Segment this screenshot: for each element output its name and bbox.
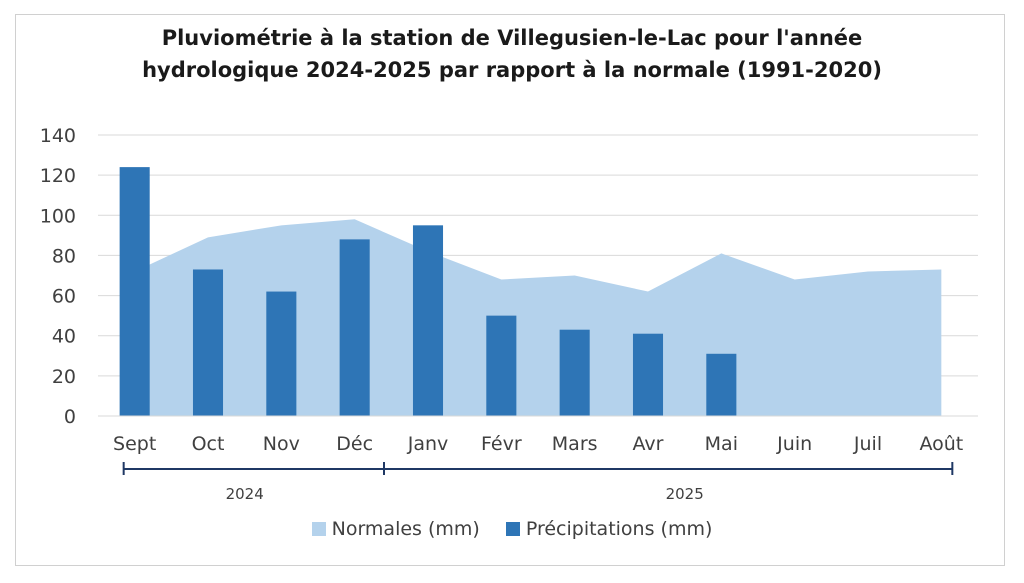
- y-tick-label: 20: [52, 366, 76, 388]
- x-tick-label: Mars: [552, 433, 598, 455]
- precipitation-bar: [632, 333, 664, 416]
- precipitation-bar: [486, 315, 517, 416]
- y-tick-label: 120: [40, 165, 76, 187]
- legend-swatch-normales: [311, 522, 326, 536]
- legend-item-normales: Normales (mm): [311, 518, 480, 540]
- chart-title-line-2: hydrologique 2024-2025 par rapport à la …: [142, 58, 882, 82]
- legend-label-normales: Normales (mm): [331, 518, 480, 540]
- chart-title-line-1: Pluviométrie à la station de Villegusien…: [161, 26, 863, 50]
- x-tick-label: Févr: [481, 433, 522, 455]
- legend-item-precipitations: Précipitations (mm): [505, 518, 713, 540]
- chart-legend: Normales (mm) Précipitations (mm): [0, 518, 1024, 540]
- x-tick-label: Nov: [263, 433, 300, 455]
- x-tick-label: Janv: [407, 433, 449, 455]
- normales-area: [134, 219, 942, 416]
- year-group-label: 2025: [666, 485, 704, 503]
- precipitation-bar: [412, 225, 444, 416]
- precipitation-bar: [559, 329, 590, 416]
- x-tick-label: Août: [919, 433, 963, 455]
- legend-swatch-precipitations: [505, 522, 520, 536]
- x-tick-label: Sept: [113, 433, 156, 455]
- x-tick-label: Avr: [633, 433, 664, 455]
- y-tick-label: 0: [64, 406, 76, 428]
- x-tick-label: Juin: [776, 433, 812, 455]
- precipitation-bar: [119, 167, 150, 416]
- y-tick-label: 100: [40, 205, 76, 227]
- precipitation-bar: [192, 269, 224, 416]
- year-group-label: 2024: [226, 485, 264, 503]
- y-tick-label: 140: [40, 125, 76, 147]
- x-tick-label: Déc: [336, 433, 373, 455]
- x-tick-label: Juil: [853, 433, 882, 455]
- precipitation-bar: [706, 353, 737, 416]
- precipitation-bar: [266, 291, 297, 416]
- y-tick-label: 80: [52, 245, 76, 267]
- x-tick-label: Mai: [705, 433, 738, 455]
- legend-label-precipitations: Précipitations (mm): [525, 518, 713, 540]
- y-tick-label: 40: [52, 326, 76, 348]
- y-tick-label: 60: [52, 286, 76, 308]
- x-tick-label: Oct: [192, 433, 225, 455]
- precipitation-bar: [339, 239, 370, 416]
- chart-title: Pluviométrie à la station de Villegusien…: [0, 22, 1024, 86]
